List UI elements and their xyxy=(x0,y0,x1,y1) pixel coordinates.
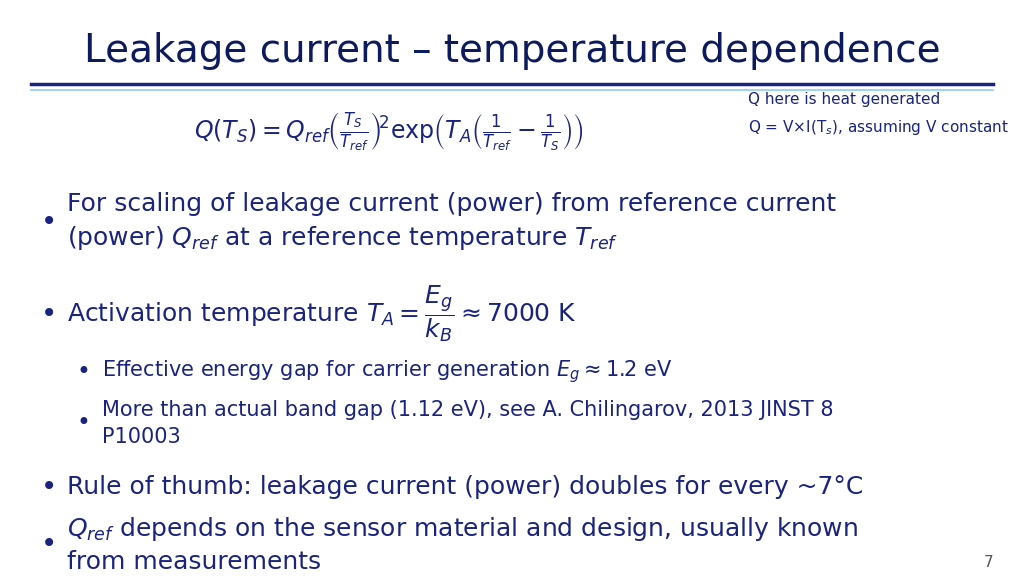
Text: Activation temperature $T_A = \dfrac{E_g}{k_B} \approx 7000$ K: Activation temperature $T_A = \dfrac{E_g… xyxy=(67,283,577,344)
Text: •: • xyxy=(41,473,57,501)
Text: 7: 7 xyxy=(984,555,993,570)
Text: •: • xyxy=(41,208,57,236)
Text: $Q(T_S) = Q_{ref}\left(\frac{T_S}{T_{ref}}\right)^{\!2}\exp\!\left(T_A\left(\fra: $Q(T_S) = Q_{ref}\left(\frac{T_S}{T_{ref… xyxy=(195,111,584,154)
Text: Q here is heat generated: Q here is heat generated xyxy=(748,92,940,107)
Text: •: • xyxy=(41,300,57,328)
Text: •: • xyxy=(77,359,91,384)
Text: $Q_{ref}$ depends on the sensor material and design, usually known
from measurem: $Q_{ref}$ depends on the sensor material… xyxy=(67,514,858,574)
Text: Q = V×I(T$_s$), assuming V constant: Q = V×I(T$_s$), assuming V constant xyxy=(748,119,1009,137)
Text: Leakage current – temperature dependence: Leakage current – temperature dependence xyxy=(84,32,940,70)
Text: More than actual band gap (1.12 eV), see A. Chilingarov, 2013 JINST 8
P10003: More than actual band gap (1.12 eV), see… xyxy=(102,400,834,446)
Text: For scaling of leakage current (power) from reference current
(power) $Q_{ref}$ : For scaling of leakage current (power) f… xyxy=(67,192,836,252)
Text: •: • xyxy=(41,530,57,558)
Text: Effective energy gap for carrier generation $E_g \approx 1.2$ eV: Effective energy gap for carrier generat… xyxy=(102,358,673,385)
Text: Rule of thumb: leakage current (power) doubles for every ~7°C: Rule of thumb: leakage current (power) d… xyxy=(67,475,863,499)
Text: •: • xyxy=(77,411,91,435)
